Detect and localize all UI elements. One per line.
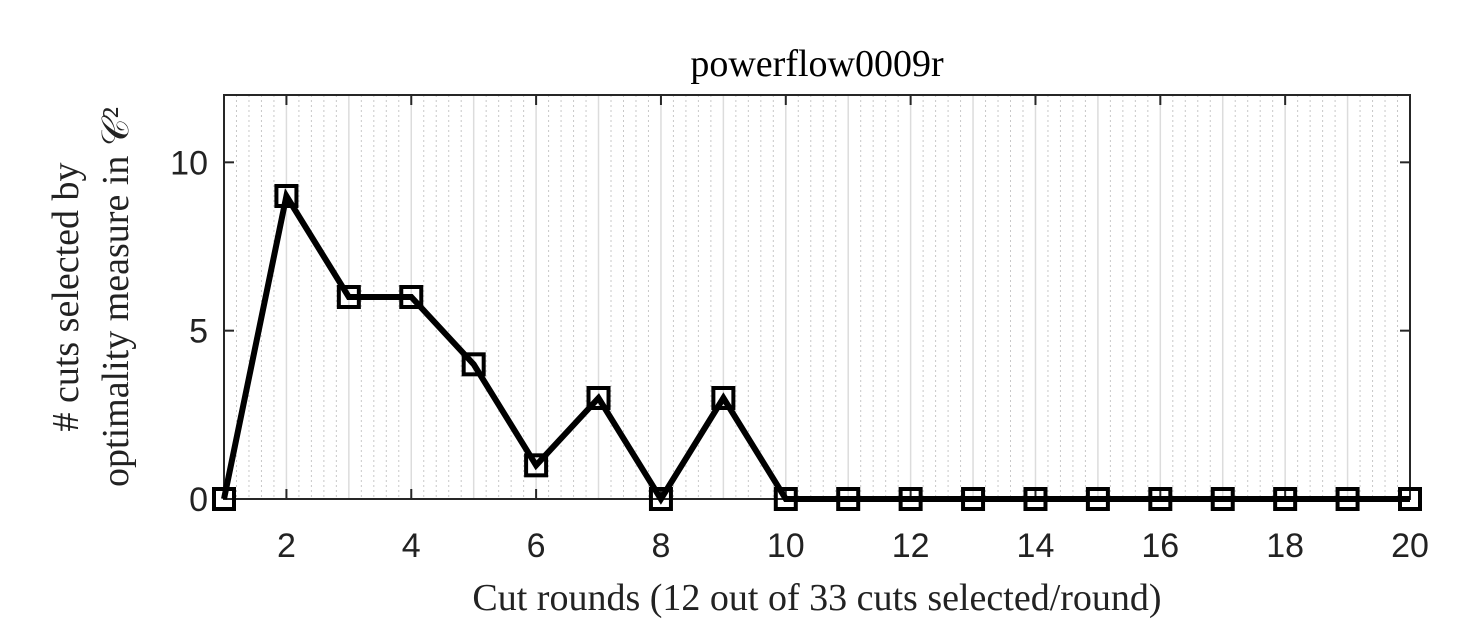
x-tick-label: 14 bbox=[1017, 527, 1055, 565]
y-tick-label: 10 bbox=[170, 144, 208, 182]
y-tick-label: 5 bbox=[189, 313, 208, 351]
y-axis-label-line1: # cuts selected by bbox=[45, 162, 87, 431]
y-axis-label-line2: optimality measure in 𝒞² bbox=[95, 107, 137, 487]
data-point-marker bbox=[461, 352, 486, 377]
data-point-marker bbox=[648, 487, 673, 511]
data-point-marker bbox=[399, 285, 424, 309]
data-point-marker bbox=[711, 386, 736, 410]
data-point-marker bbox=[773, 487, 798, 511]
y-tick-label: 0 bbox=[189, 481, 208, 519]
series bbox=[212, 184, 1422, 511]
x-tick-label: 20 bbox=[1391, 527, 1429, 565]
x-tick-label: 18 bbox=[1266, 527, 1304, 565]
x-tick-label: 16 bbox=[1141, 527, 1179, 565]
series-line bbox=[221, 188, 1410, 505]
grid-lines bbox=[223, 95, 1411, 499]
data-point-marker bbox=[1210, 487, 1235, 511]
data-point-marker bbox=[961, 487, 986, 511]
data-point-marker bbox=[836, 487, 861, 511]
data-point-marker bbox=[274, 184, 299, 208]
x-tick-label: 8 bbox=[651, 527, 670, 565]
data-point-marker bbox=[1023, 487, 1048, 511]
data-point-marker bbox=[336, 285, 361, 309]
axes: 2 4 6 8 10 12 14 16 18 20 0 5 10 bbox=[170, 95, 1429, 565]
data-point-marker bbox=[1148, 487, 1173, 511]
data-point-marker bbox=[586, 386, 611, 410]
data-point-marker bbox=[212, 487, 236, 511]
x-tick-label: 12 bbox=[892, 527, 930, 565]
chart-title: powerflow0009r bbox=[690, 43, 944, 85]
data-point-marker bbox=[1335, 487, 1360, 511]
x-tick-label: 2 bbox=[277, 527, 296, 565]
data-point-marker bbox=[1398, 487, 1422, 511]
x-tick-label: 4 bbox=[402, 527, 421, 565]
data-point-marker bbox=[524, 453, 549, 478]
x-tick-label: 10 bbox=[767, 527, 805, 565]
x-tick-label: 6 bbox=[527, 527, 546, 565]
data-point-marker bbox=[1273, 487, 1298, 511]
data-point-marker bbox=[898, 487, 923, 511]
x-axis-label: Cut rounds (12 out of 33 cuts selected/r… bbox=[472, 577, 1161, 619]
data-point-marker bbox=[1085, 487, 1110, 511]
